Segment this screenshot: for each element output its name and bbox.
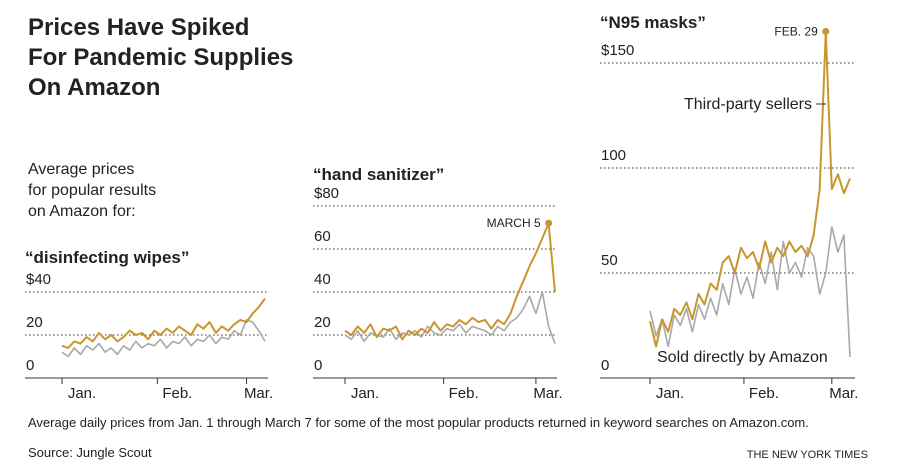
credit: THE NEW YORK TIMES [747, 449, 868, 461]
y-tick-label: 20 [26, 314, 43, 331]
y-tick-label: $40 [26, 271, 51, 288]
title-line: On Amazon [28, 74, 160, 101]
price-line [61, 297, 266, 349]
y-tick-label: 0 [26, 357, 34, 374]
y-tick-label: 50 [601, 252, 618, 269]
title-line: For Pandemic Supplies [28, 44, 293, 71]
y-tick-label: 40 [314, 271, 331, 288]
chart-title: “hand sanitizer” [313, 165, 444, 184]
x-tick-label: Jan. [351, 385, 379, 402]
chart-title: “disinfecting wipes” [25, 248, 189, 267]
note: Average daily prices from Jan. 1 through… [28, 415, 809, 430]
source: Source: Jungle Scout [28, 445, 152, 460]
annotation: MARCH 5 [487, 216, 541, 230]
x-tick-label: Mar. [244, 385, 273, 402]
x-tick-label: Jan. [656, 385, 684, 402]
x-tick-label: Feb. [449, 385, 479, 402]
price-line [344, 222, 556, 341]
x-tick-label: Jan. [68, 385, 96, 402]
intro-line: for popular results [28, 182, 156, 199]
y-tick-label: $150 [601, 42, 634, 59]
y-tick-label: $80 [314, 185, 339, 202]
chart-title: “N95 masks” [600, 13, 706, 32]
intro-line: Average prices [28, 161, 134, 178]
annotation: FEB. 29 [774, 25, 818, 39]
series-label: Third-party sellers [684, 96, 812, 113]
y-tick-label: 100 [601, 147, 626, 164]
price-line [344, 291, 556, 344]
x-tick-label: Feb. [749, 385, 779, 402]
price-line [61, 319, 266, 358]
x-tick-label: Feb. [162, 385, 192, 402]
y-tick-label: 60 [314, 228, 331, 245]
x-tick-label: Mar. [533, 385, 562, 402]
title-line: Prices Have Spiked [28, 14, 249, 41]
x-tick-label: Mar. [829, 385, 858, 402]
peak-marker [822, 28, 830, 35]
series-label: Sold directly by Amazon [657, 349, 828, 366]
price-line [649, 30, 851, 348]
y-tick-label: 0 [601, 357, 609, 374]
price-line [649, 226, 851, 358]
y-tick-label: 0 [314, 357, 322, 374]
peak-marker [545, 219, 553, 227]
intro-line: on Amazon for: [28, 203, 136, 220]
y-tick-label: 20 [314, 314, 331, 331]
